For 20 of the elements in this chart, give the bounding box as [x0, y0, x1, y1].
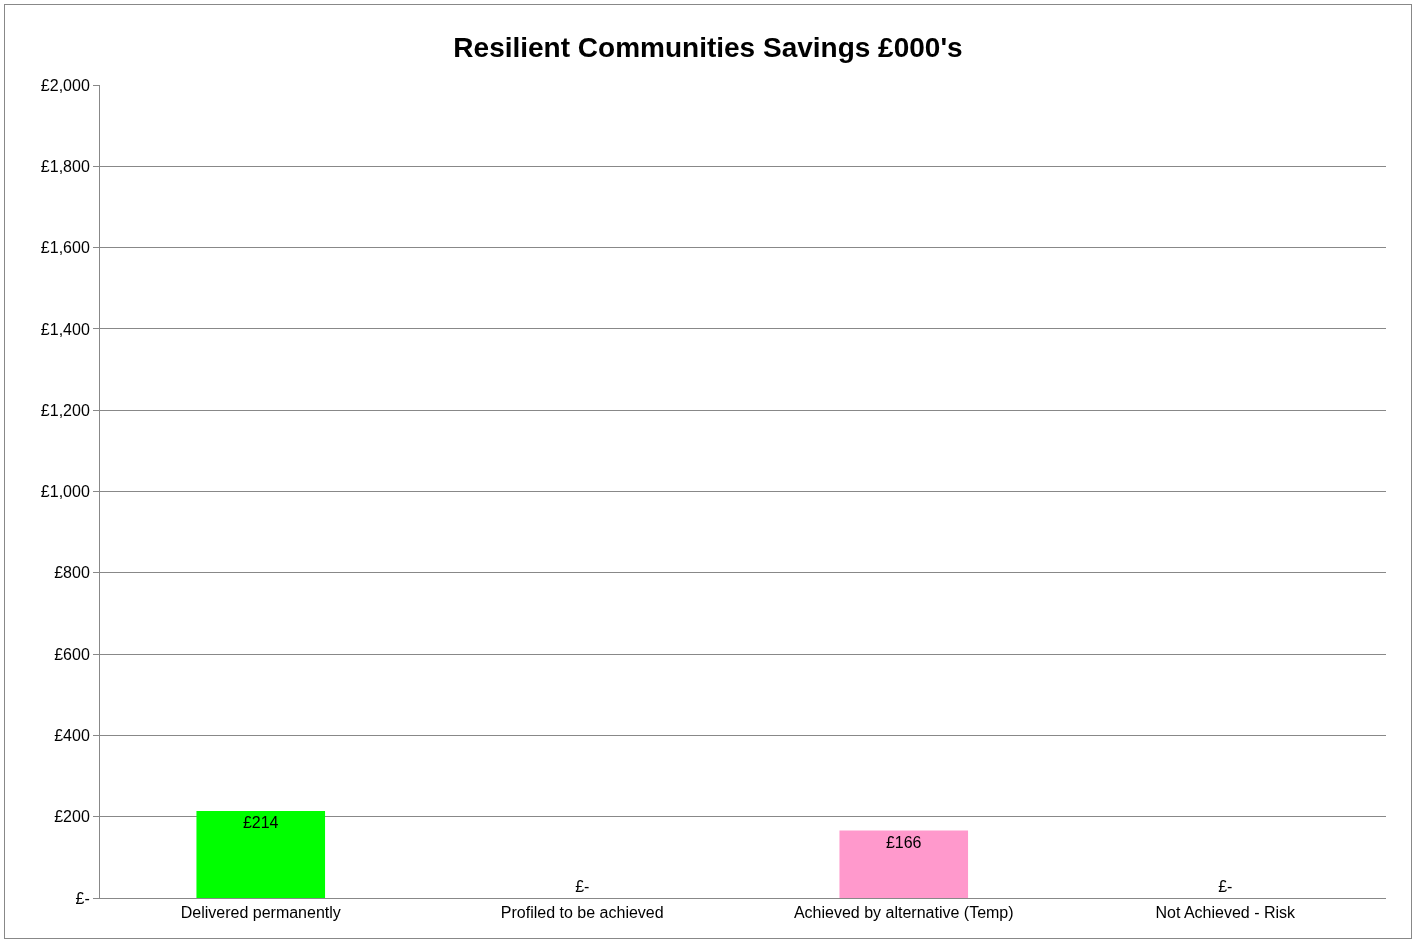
y-tick-label: £1,400 [40, 320, 90, 338]
x-tick-label: Profiled to be achieved [500, 904, 664, 922]
data-label: £- [575, 878, 590, 895]
y-tick-label: £600 [54, 645, 90, 663]
y-tick-label: £- [75, 889, 90, 907]
x-tick-label: Not Achieved - Risk [1155, 904, 1297, 922]
y-tick-label: £2,000 [40, 76, 90, 94]
y-tick-label: £1,600 [40, 239, 90, 257]
y-tick-label: £1,800 [40, 157, 90, 175]
y-tick-label: £1,000 [40, 483, 90, 501]
x-tick-label: Delivered permanently [180, 904, 341, 922]
y-tick-label: £400 [54, 727, 90, 744]
y-tick-label: £200 [54, 808, 90, 826]
chart-title: Resilient Communities Savings £000's [453, 32, 963, 64]
data-label: £166 [885, 833, 922, 851]
x-tick-label: Achieved by alternative (Temp) [793, 904, 1014, 922]
y-tick-label: £1,200 [40, 401, 90, 419]
data-label: £- [1218, 878, 1233, 895]
y-tick-label: £800 [54, 564, 90, 582]
data-label: £214 [242, 814, 279, 832]
